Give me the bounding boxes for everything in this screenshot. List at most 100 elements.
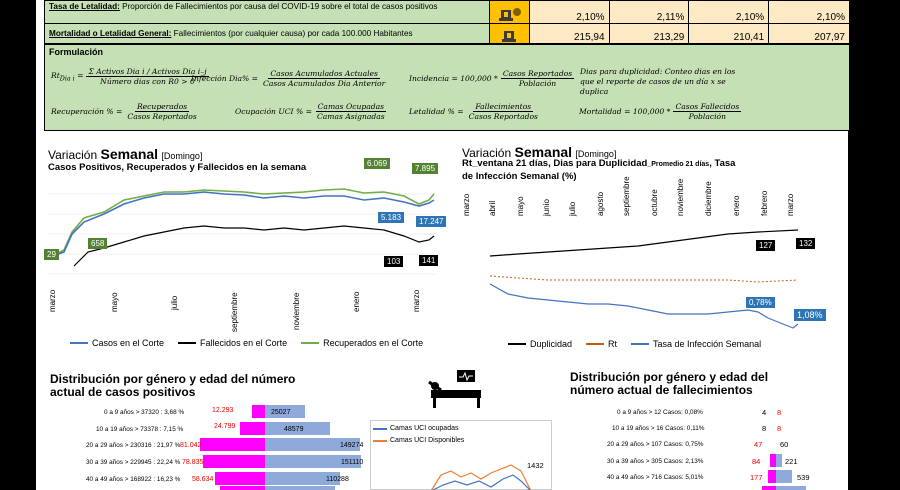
- indicator-value: 213,29: [609, 24, 690, 43]
- male-value: 8: [777, 424, 782, 433]
- x-tick: marzo: [412, 289, 421, 312]
- indicator-value: 2,10%: [689, 1, 770, 23]
- formula-letalidad: Letalidad % = Fallecimientos Casos Report…: [409, 102, 538, 121]
- dist-row-label: 10 a 19 años > 16 Casos: 0,11%: [612, 425, 705, 432]
- recuperados-series: [47, 188, 435, 259]
- formula-incidencia: Incidencia = 100,000 * Casos Reportados P…: [409, 69, 575, 88]
- male-value: 25027: [271, 409, 291, 416]
- indicator-value: 2,11%: [609, 1, 690, 23]
- female-bar: [240, 422, 265, 435]
- female-value: 47: [754, 440, 763, 449]
- tag-recuperados-last: 7.895: [412, 163, 439, 174]
- tag-tasa-low: 0,78%: [746, 297, 775, 308]
- x-tick: mayo: [516, 196, 525, 216]
- female-bar: [768, 470, 776, 483]
- legend-item: Recuperados en el Corte: [301, 338, 423, 348]
- dist-row-label: 30 a 39 años > 305 Casos: 2,13%: [607, 458, 704, 465]
- x-tick: octubre: [650, 189, 659, 216]
- casos-series: [47, 191, 435, 259]
- male-value: 8: [777, 408, 782, 417]
- female-bar: [220, 486, 265, 490]
- indicator-value: 2,10%: [529, 1, 610, 23]
- legend-item: Camas UCI Disponibles: [373, 437, 464, 444]
- duplicidad-series: [489, 229, 799, 257]
- x-tick: julio: [170, 295, 179, 310]
- male-value: 221: [785, 457, 798, 466]
- weekly-chart-subtitle: Casos Positivos, Recuperados y Fallecido…: [48, 162, 307, 173]
- dist-row-label: 20 a 29 años > 107 Casos: 0,75%: [607, 441, 704, 448]
- female-value: 84: [752, 457, 761, 466]
- x-tick: marzo: [48, 289, 57, 312]
- x-tick: marzo: [786, 193, 795, 216]
- male-bar: [776, 486, 806, 490]
- legend-item: Rt: [586, 339, 617, 349]
- formula-recuperacion: Recuperación % = Recuperados Casos Report…: [51, 102, 197, 121]
- male-value: 539: [797, 473, 810, 482]
- male-bar: [265, 422, 330, 435]
- tasa-series: [489, 283, 799, 329]
- female-value: 78.835: [182, 459, 204, 466]
- formula-box: Formulación RtDia i = Σ Activos Dia i / …: [44, 44, 850, 131]
- x-tick: septiembre: [622, 176, 631, 216]
- x-tick: marzo: [462, 193, 471, 216]
- male-value: 48579: [284, 426, 304, 433]
- male-value: 60: [780, 440, 789, 449]
- male-bar: [776, 454, 782, 467]
- dist-row-label: 20 a 29 años > 230316 : 21,97 %: [86, 442, 181, 449]
- formula-duplicidad: Dias para duplicidad: Conteo dias en los…: [580, 67, 736, 96]
- uci-peak-label: 1432: [527, 461, 544, 470]
- formula-uci: Ocupación UCI % = Camas Ocupadas Camas As…: [235, 102, 387, 121]
- dist-row-label: 0 a 9 años > 37320 : 3,68 %: [104, 409, 185, 416]
- legend-item: Fallecidos en el Corte: [178, 338, 287, 348]
- dist-row-label: 0 a 9 años > 12 Casos: 0,08%: [617, 409, 703, 416]
- male-bar: [265, 405, 305, 418]
- male-value: 151110: [341, 459, 364, 466]
- x-tick: abril: [488, 200, 497, 216]
- indicator-label: Mortalidad o Letalidad General: Fallecim…: [45, 24, 490, 43]
- rt-chart-title: Variación Semanal [Domingo]: [462, 144, 617, 160]
- x-tick: febrero: [760, 190, 769, 216]
- weekly-chart-panel: Variación Semanal [Domingo] Casos Positi…: [44, 140, 452, 358]
- rt-chart-panel: Variación Semanal [Domingo] Rt_ventana 2…: [458, 140, 848, 358]
- hospital-bed-icon: [425, 368, 489, 417]
- dist-row-label: 10 a 19 años > 73378 : 7,15 %: [96, 426, 184, 433]
- rt-series: [489, 275, 799, 283]
- weekly-chart-plot: [47, 188, 436, 275]
- legend-item: Duplicidad: [508, 339, 572, 349]
- female-bar: [762, 486, 776, 490]
- tag-fallecidos-low: 103: [384, 256, 404, 267]
- weekly-chart-title: Variación Semanal [Domingo]: [48, 146, 203, 162]
- tag-tasa-last: 1,08%: [794, 309, 826, 321]
- rt-chart-legend: Duplicidad Rt Tasa de Infección Semanal: [508, 339, 761, 349]
- dist-row-label: 40 a 49 años > 168922 : 16,23 %: [86, 476, 181, 483]
- formula-title: Formulación: [49, 47, 104, 57]
- tag-start-658: 658: [88, 238, 108, 249]
- dist-row-label: 40 a 49 años > 716 Casos: 5,01%: [607, 474, 704, 481]
- male-bar: [265, 486, 335, 490]
- female-bar: [252, 405, 265, 418]
- legend-item: Casos en el Corte: [70, 338, 164, 348]
- female-bar: [200, 438, 265, 451]
- indicator-value: 207,97: [769, 24, 849, 43]
- ocupadas-series: [431, 474, 531, 490]
- female-value: 58.634: [192, 476, 214, 483]
- x-tick: mayo: [110, 292, 119, 312]
- female-value: 12.293: [212, 407, 234, 414]
- uci-chart-panel: Camas UCI ocupadas Camas UCI Disponibles…: [370, 420, 552, 490]
- tag-duplicidad-mid: 127: [756, 240, 776, 251]
- tag-recuperados-peak: 6.069: [364, 158, 391, 169]
- indicator-label: Tasa de Letalidad: Proporción de Falleci…: [45, 1, 490, 23]
- disponibles-series: [430, 464, 532, 490]
- female-value: 24.799: [214, 423, 236, 430]
- female-bar: [215, 472, 265, 485]
- female-value: 8: [762, 424, 767, 433]
- indicator-value: 215,94: [529, 24, 610, 43]
- x-tick: enero: [732, 195, 741, 216]
- formula-rt: RtDia i = Σ Activos Dia i / Activos Dia …: [51, 67, 209, 86]
- rt-chart-plot: [489, 229, 799, 329]
- tag-fallecidos-last: 141: [419, 255, 439, 266]
- siren-icon: [489, 24, 530, 43]
- indicator-value: 2,10%: [769, 1, 849, 23]
- male-value: 149274: [340, 442, 364, 449]
- tag-start-29: 29: [44, 249, 59, 260]
